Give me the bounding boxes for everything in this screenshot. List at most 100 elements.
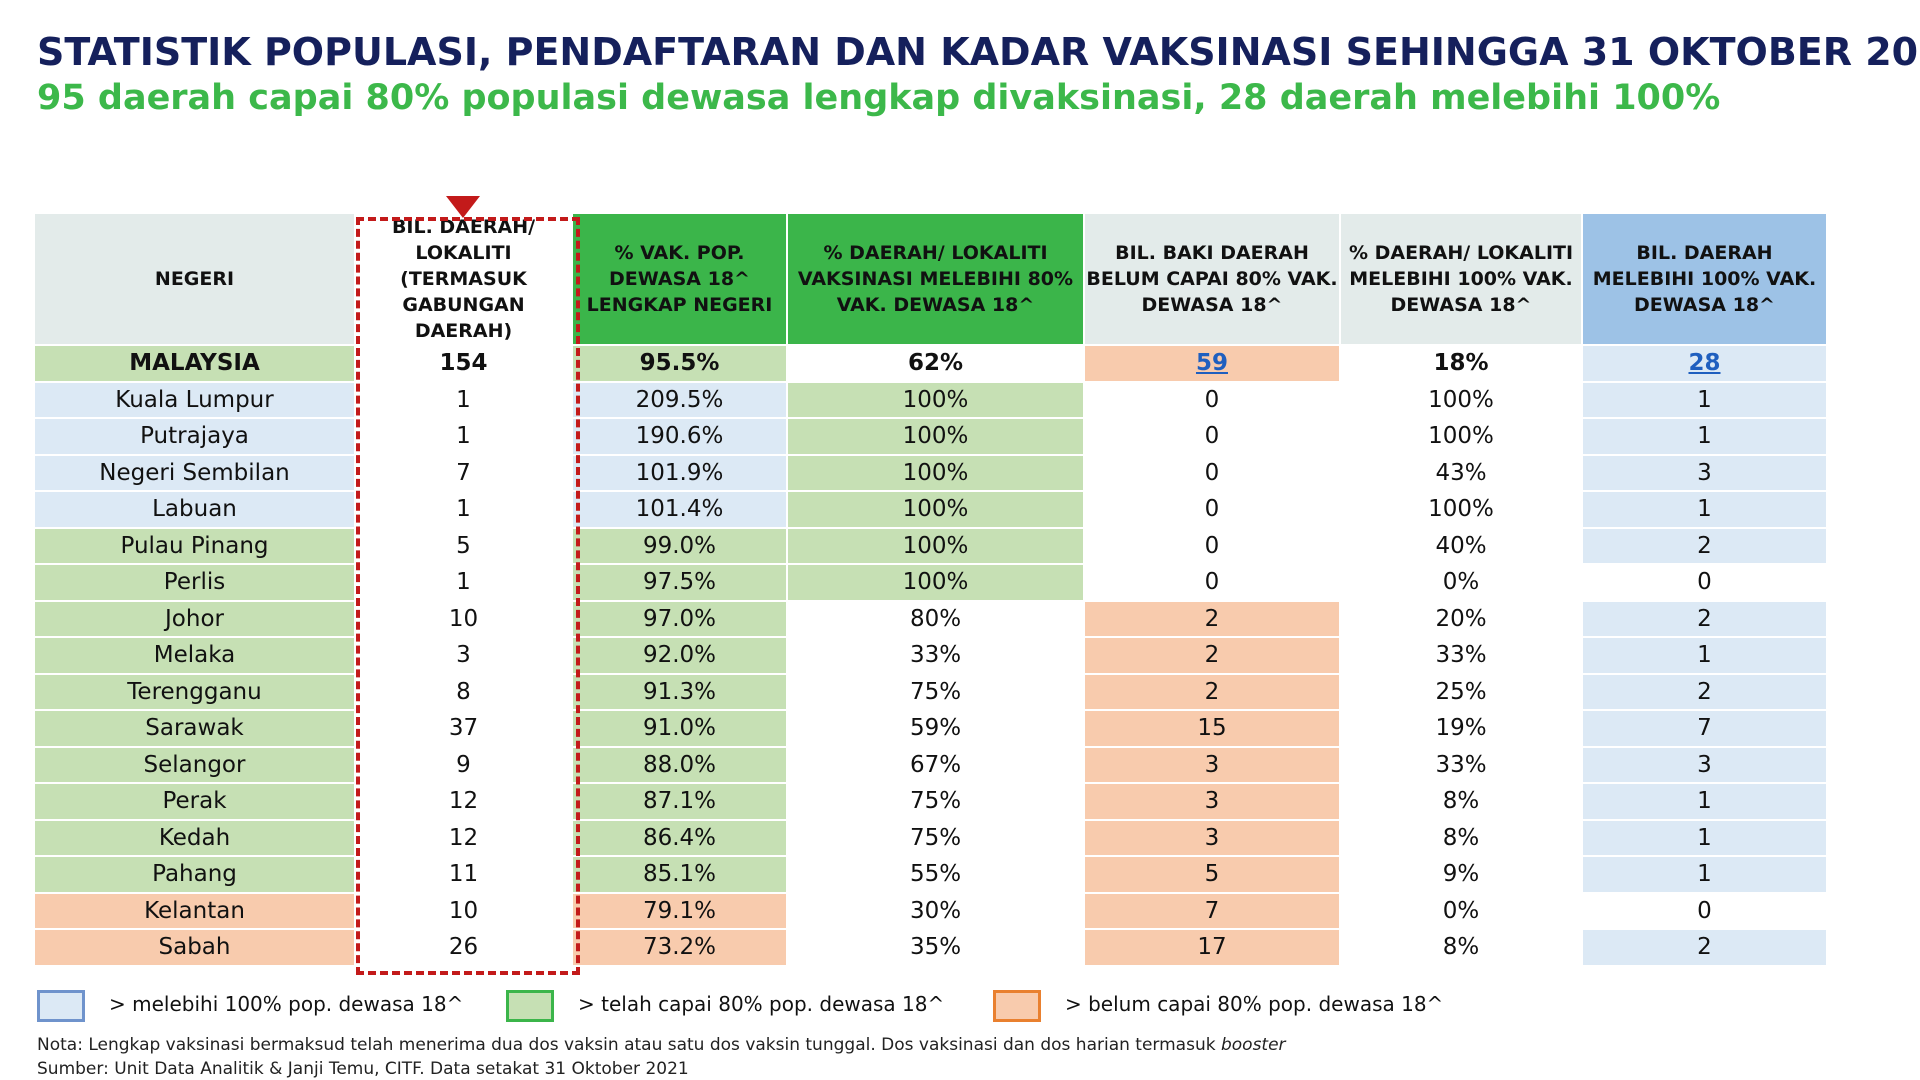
cell-negeri: Terengganu bbox=[33, 672, 356, 711]
cell-bil100: 0 bbox=[1581, 891, 1828, 930]
legend-swatch-green bbox=[506, 990, 554, 1022]
cell-pct80: 59% bbox=[786, 709, 1085, 748]
cell-pct80: 75% bbox=[786, 782, 1085, 821]
cell-negeri: MALAYSIA bbox=[33, 344, 356, 383]
cell-bil: 12 bbox=[354, 818, 573, 857]
cell-negeri: Perak bbox=[33, 782, 356, 821]
cell-bil100: 1 bbox=[1581, 490, 1828, 529]
cell-pct100: 8% bbox=[1339, 782, 1583, 821]
cell-pct100: 43% bbox=[1339, 453, 1583, 492]
cell-negeri: Labuan bbox=[33, 490, 356, 529]
cell-baki: 0 bbox=[1083, 453, 1341, 492]
table-row: Kedah 12 86.4% 75% 3 8% 1 bbox=[33, 818, 1828, 857]
table-row: Perak 12 87.1% 75% 3 8% 1 bbox=[33, 782, 1828, 821]
cell-negeri: Perlis bbox=[33, 563, 356, 602]
cell-negeri: Sabah bbox=[33, 928, 356, 967]
cell-pct-vak: 99.0% bbox=[571, 526, 788, 565]
cell-bil100: 28 bbox=[1581, 344, 1828, 383]
legend-label: > melebihi 100% pop. dewasa 18^ bbox=[109, 992, 464, 1016]
cell-pct80: 62% bbox=[786, 344, 1085, 383]
cell-negeri: Melaka bbox=[33, 636, 356, 675]
cell-baki: 2 bbox=[1083, 636, 1341, 675]
legend-swatch-orange bbox=[993, 990, 1041, 1022]
cell-bil100: 1 bbox=[1581, 855, 1828, 894]
cell-pct-vak: 91.3% bbox=[571, 672, 788, 711]
cell-pct-vak: 79.1% bbox=[571, 891, 788, 930]
table-row: Melaka 3 92.0% 33% 2 33% 1 bbox=[33, 636, 1828, 675]
cell-pct-vak: 97.5% bbox=[571, 563, 788, 602]
cell-bil100: 2 bbox=[1581, 599, 1828, 638]
cell-bil: 26 bbox=[354, 928, 573, 967]
baki-total-link[interactable]: 59 bbox=[1195, 350, 1228, 377]
cell-bil: 7 bbox=[354, 453, 573, 492]
table-row: Kelantan 10 79.1% 30% 7 0% 0 bbox=[33, 891, 1828, 930]
cell-pct100: 100% bbox=[1339, 417, 1583, 456]
cell-bil100: 1 bbox=[1581, 818, 1828, 857]
cell-pct-vak: 101.4% bbox=[571, 490, 788, 529]
cell-pct100: 9% bbox=[1339, 855, 1583, 894]
cell-pct80: 100% bbox=[786, 417, 1085, 456]
source-note: Sumber: Unit Data Analitik & Janji Temu,… bbox=[37, 1059, 689, 1079]
cell-negeri: Johor bbox=[33, 599, 356, 638]
cell-bil100: 2 bbox=[1581, 526, 1828, 565]
cell-pct100: 0% bbox=[1339, 563, 1583, 602]
table-row: Kuala Lumpur 1 209.5% 100% 0 100% 1 bbox=[33, 380, 1828, 419]
cell-pct100: 100% bbox=[1339, 380, 1583, 419]
cell-negeri: Kedah bbox=[33, 818, 356, 857]
cell-bil: 1 bbox=[354, 490, 573, 529]
bil100-total-link[interactable]: 28 bbox=[1688, 350, 1721, 377]
cell-bil: 154 bbox=[354, 344, 573, 383]
header-bil-daerah-100: BIL. DAERAH MELEBIHI 100% VAK. DEWASA 18… bbox=[1581, 212, 1828, 346]
cell-baki: 3 bbox=[1083, 745, 1341, 784]
cell-pct-vak: 92.0% bbox=[571, 636, 788, 675]
cell-pct100: 18% bbox=[1339, 344, 1583, 383]
cell-baki: 2 bbox=[1083, 599, 1341, 638]
cell-bil: 1 bbox=[354, 417, 573, 456]
cell-pct-vak: 190.6% bbox=[571, 417, 788, 456]
table-row: Pahang 11 85.1% 55% 5 9% 1 bbox=[33, 855, 1828, 894]
legend-label: > belum capai 80% pop. dewasa 18^ bbox=[1065, 992, 1444, 1016]
cell-pct80: 100% bbox=[786, 380, 1085, 419]
header-pct-daerah-100: % DAERAH/ LOKALITI MELEBIHI 100% VAK. DE… bbox=[1339, 212, 1583, 346]
cell-bil100: 0 bbox=[1581, 563, 1828, 602]
cell-pct100: 100% bbox=[1339, 490, 1583, 529]
cell-negeri: Pahang bbox=[33, 855, 356, 894]
cell-pct-vak: 101.9% bbox=[571, 453, 788, 492]
cell-baki: 2 bbox=[1083, 672, 1341, 711]
cell-pct-vak: 88.0% bbox=[571, 745, 788, 784]
cell-pct-vak: 73.2% bbox=[571, 928, 788, 967]
cell-baki: 3 bbox=[1083, 782, 1341, 821]
cell-pct100: 25% bbox=[1339, 672, 1583, 711]
cell-bil: 8 bbox=[354, 672, 573, 711]
table-row: Labuan 1 101.4% 100% 0 100% 1 bbox=[33, 490, 1828, 529]
cell-pct-vak: 85.1% bbox=[571, 855, 788, 894]
cell-bil: 9 bbox=[354, 745, 573, 784]
cell-pct80: 80% bbox=[786, 599, 1085, 638]
table-row: Terengganu 8 91.3% 75% 2 25% 2 bbox=[33, 672, 1828, 711]
cell-pct-vak: 95.5% bbox=[571, 344, 788, 383]
cell-bil: 3 bbox=[354, 636, 573, 675]
cell-pct80: 75% bbox=[786, 672, 1085, 711]
cell-pct-vak: 97.0% bbox=[571, 599, 788, 638]
vaccination-stats-table: NEGERI BIL. DAERAH/ LOKALITI (TERMASUK G… bbox=[33, 212, 1828, 967]
cell-pct100: 0% bbox=[1339, 891, 1583, 930]
cell-pct100: 8% bbox=[1339, 818, 1583, 857]
cell-pct80: 67% bbox=[786, 745, 1085, 784]
cell-baki: 0 bbox=[1083, 417, 1341, 456]
cell-pct80: 100% bbox=[786, 563, 1085, 602]
cell-bil: 10 bbox=[354, 599, 573, 638]
cell-negeri: Selangor bbox=[33, 745, 356, 784]
cell-bil: 11 bbox=[354, 855, 573, 894]
cell-baki: 0 bbox=[1083, 380, 1341, 419]
cell-pct100: 33% bbox=[1339, 745, 1583, 784]
table-row: Johor 10 97.0% 80% 2 20% 2 bbox=[33, 599, 1828, 638]
cell-baki: 59 bbox=[1083, 344, 1341, 383]
cell-baki: 0 bbox=[1083, 563, 1341, 602]
cell-baki: 0 bbox=[1083, 490, 1341, 529]
cell-bil100: 3 bbox=[1581, 453, 1828, 492]
legend-label: > telah capai 80% pop. dewasa 18^ bbox=[578, 992, 945, 1016]
cell-pct100: 33% bbox=[1339, 636, 1583, 675]
down-arrow-icon bbox=[446, 196, 480, 218]
footnote: Nota: Lengkap vaksinasi bermaksud telah … bbox=[37, 1035, 1286, 1055]
page-subtitle: 95 daerah capai 80% populasi dewasa leng… bbox=[37, 78, 1721, 118]
